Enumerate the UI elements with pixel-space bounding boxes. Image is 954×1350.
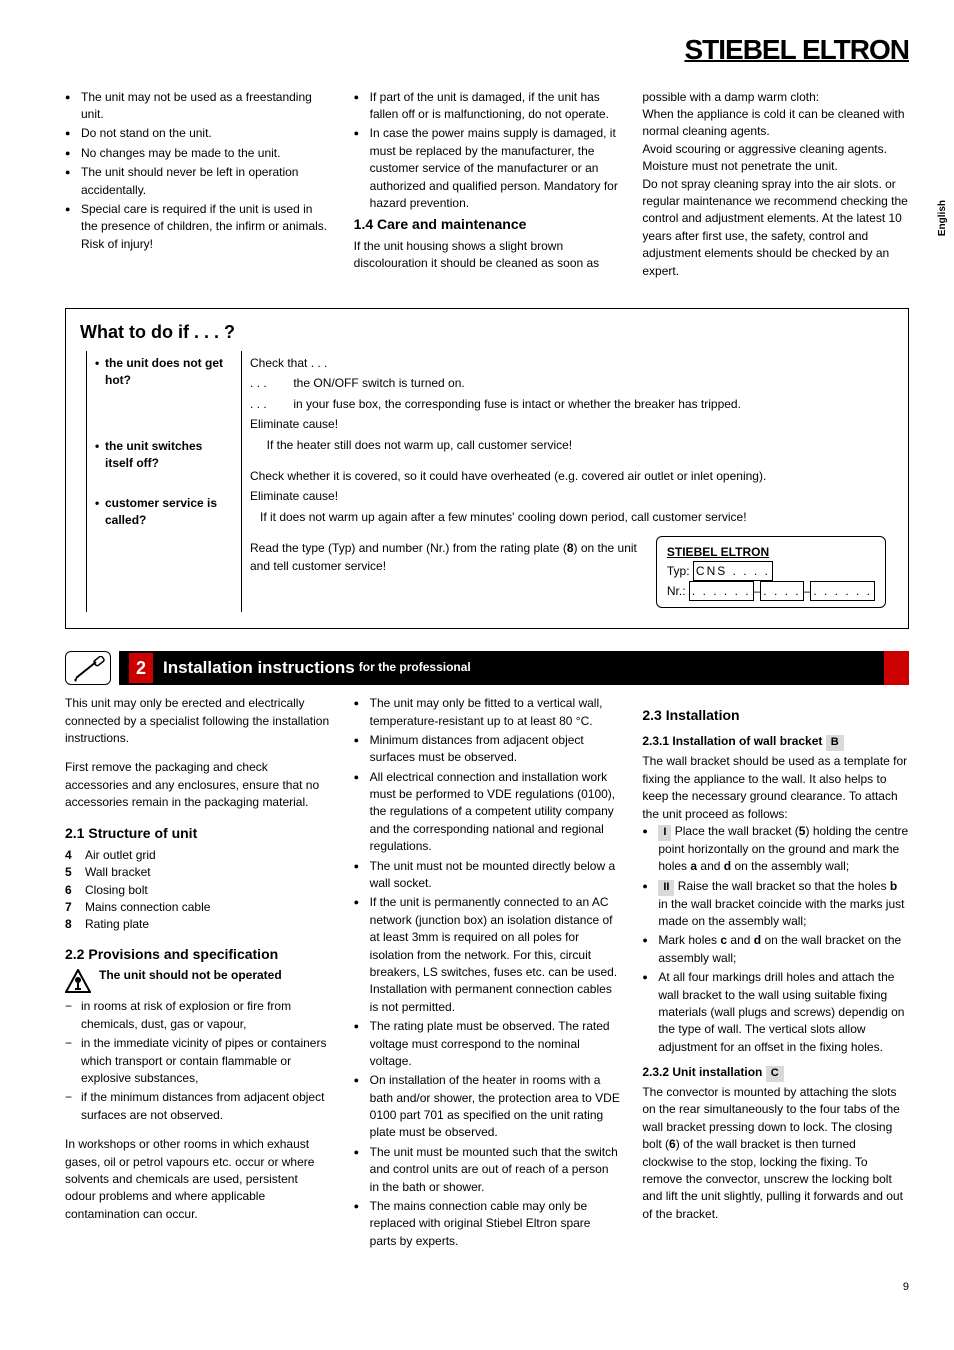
list-item: The rating plate must be observed. The r…: [354, 1018, 621, 1070]
col2-bullets: If part of the unit is damaged, if the u…: [354, 89, 621, 213]
s231-title-text: 2.3.1 Installation of wall bracket: [642, 734, 822, 748]
plate-typ-label: Typ:: [667, 564, 690, 578]
s231-intro: The wall bracket should be used as a tem…: [642, 753, 909, 823]
language-tab: English: [936, 200, 951, 236]
a1-l1: . . . the ON/OFF switch is turned on.: [250, 375, 886, 392]
a3-text: Read the type (Typ) and number (Nr.) fro…: [250, 540, 650, 575]
section-1-4-title: 1.4 Care and maintenance: [354, 214, 621, 234]
a1-head: Check that . . .: [250, 355, 886, 372]
section-2-columns: This unit may only be erected and electr…: [65, 695, 909, 1252]
col1-bullets: The unit may not be used as a freestandi…: [65, 89, 332, 254]
s2-intro2: First remove the packaging and check acc…: [65, 759, 332, 811]
struct-text: Air outlet grid: [85, 847, 156, 864]
warn-item: in rooms at risk of explosion or fire fr…: [65, 998, 332, 1033]
list-item: The unit may not be used as a freestandi…: [65, 89, 332, 124]
list-item: The mains connection cable may only be r…: [354, 1198, 621, 1250]
step-ref-ii: II: [658, 880, 674, 896]
struct-num: 5: [65, 864, 85, 881]
struct-text: Rating plate: [85, 916, 149, 933]
section-2-title: Installation instructions: [163, 656, 355, 681]
section-2-3-1-title: 2.3.1 Installation of wall bracket B: [642, 733, 909, 751]
section-2-subtitle: for the professional: [359, 659, 471, 676]
s232-text: The convector is mounted by attaching th…: [642, 1084, 909, 1223]
screwdriver-icon: [65, 651, 111, 685]
structure-list: 4Air outlet grid 5Wall bracket 6Closing …: [65, 847, 332, 934]
plate-typ-value: CNS . . . .: [693, 561, 773, 581]
list-item: II Raise the wall bracket so that the ho…: [642, 878, 909, 931]
a1-after: If the heater still does not warm up, ca…: [250, 437, 886, 454]
warn-list: in rooms at risk of explosion or fire fr…: [65, 998, 332, 1124]
struct-item: 5Wall bracket: [65, 864, 332, 881]
rating-plate-box: STIEBEL ELTRON Typ: CNS . . . . Nr.: . .…: [656, 536, 886, 608]
struct-text: Mains connection cable: [85, 899, 210, 916]
struct-num: 7: [65, 899, 85, 916]
col3-text: possible with a damp warm cloth: When th…: [642, 89, 909, 280]
list-item: Special care is required if the unit is …: [65, 201, 332, 253]
list-item: If part of the unit is damaged, if the u…: [354, 89, 621, 124]
list-item: No changes may be made to the unit.: [65, 145, 332, 162]
struct-item: 7Mains connection cable: [65, 899, 332, 916]
s2-col2-bullets: The unit may only be fitted to a vertica…: [354, 695, 621, 1250]
struct-item: 6Closing bolt: [65, 882, 332, 899]
warning-icon: [65, 969, 91, 998]
struct-text: Closing bolt: [85, 882, 148, 899]
trouble-title: What to do if . . . ?: [80, 319, 894, 345]
list-item: At all four markings drill holes and att…: [642, 969, 909, 1056]
figure-ref-b: B: [826, 735, 844, 751]
section-2-number: 2: [129, 653, 153, 683]
figure-ref-c: C: [766, 1066, 784, 1082]
section-2-3-2-title: 2.3.2 Unit installation C: [642, 1064, 909, 1082]
page-number: 9: [65, 1280, 909, 1296]
list-item: I Place the wall bracket (5) holding the…: [642, 823, 909, 876]
top-columns: The unit may not be used as a freestandi…: [65, 89, 909, 280]
list-item: Minimum distances from adjacent object s…: [354, 732, 621, 767]
a1-eliminate: Eliminate cause!: [250, 416, 886, 433]
list-item: The unit may only be fitted to a vertica…: [354, 695, 621, 730]
list-item: The unit must not be mounted directly be…: [354, 858, 621, 893]
warn-title: The unit should not be operated: [99, 968, 282, 982]
trouble-answers: Check that . . . . . . the ON/OFF switch…: [242, 351, 894, 612]
struct-num: 4: [65, 847, 85, 864]
plate-nr-label: Nr.:: [667, 584, 686, 598]
plate-nr-f2: . . . .: [760, 581, 803, 601]
warn-item: in the immediate vicinity of pipes or co…: [65, 1035, 332, 1087]
struct-num: 6: [65, 882, 85, 899]
trouble-q1: the unit does not get hot?: [95, 355, 233, 390]
list-item: The unit should never be left in operati…: [65, 164, 332, 199]
a2-after: If it does not warm up again after a few…: [250, 509, 886, 526]
list-item: Do not stand on the unit.: [65, 125, 332, 142]
s232-title-text: 2.3.2 Unit installation: [642, 1065, 762, 1079]
s22-after: In workshops or other rooms in which exh…: [65, 1136, 332, 1223]
plate-brand: STIEBEL ELTRON: [667, 545, 769, 559]
plate-nr-f1: . . . . . .: [689, 581, 754, 601]
plate-nr-f3: . . . . . .: [810, 581, 875, 601]
struct-item: 4Air outlet grid: [65, 847, 332, 864]
section-2-3-title: 2.3 Installation: [642, 705, 909, 725]
brand-logo: STIEBEL ELTRON: [65, 30, 909, 71]
section-2-1-title: 2.1 Structure of unit: [65, 823, 332, 843]
step-ref-i: I: [658, 825, 671, 841]
list-item: On installation of the heater in rooms w…: [354, 1072, 621, 1142]
section-2-2-title: 2.2 Provisions and specification: [65, 944, 332, 964]
warn-item: if the minimum distances from adjacent o…: [65, 1089, 332, 1124]
list-item: Mark holes c and d on the wall bracket o…: [642, 932, 909, 967]
s231-bullets: I Place the wall bracket (5) holding the…: [642, 823, 909, 1056]
struct-item: 8Rating plate: [65, 916, 332, 933]
troubleshooting-box: What to do if . . . ? the unit does not …: [65, 308, 909, 629]
a1-l2: . . . in your fuse box, the correspondin…: [250, 396, 886, 413]
a2-eliminate: Eliminate cause!: [250, 488, 886, 505]
a2-l1: Check whether it is covered, so it could…: [250, 468, 886, 485]
list-item: In case the power mains supply is damage…: [354, 125, 621, 212]
section-2-header: 2 Installation instructions for the prof…: [65, 651, 909, 685]
trouble-questions: the unit does not get hot? the unit swit…: [87, 351, 242, 612]
list-item: If the unit is permanently connected to …: [354, 894, 621, 1016]
section-1-4-text: If the unit housing shows a slight brown…: [354, 238, 621, 273]
list-item: All electrical connection and installati…: [354, 769, 621, 856]
struct-text: Wall bracket: [85, 864, 151, 881]
list-item: The unit must be mounted such that the s…: [354, 1144, 621, 1196]
s2-intro1: This unit may only be erected and electr…: [65, 695, 332, 747]
trouble-q3: customer service is called?: [95, 495, 233, 530]
trouble-q2: the unit switches itself off?: [95, 438, 233, 473]
struct-num: 8: [65, 916, 85, 933]
